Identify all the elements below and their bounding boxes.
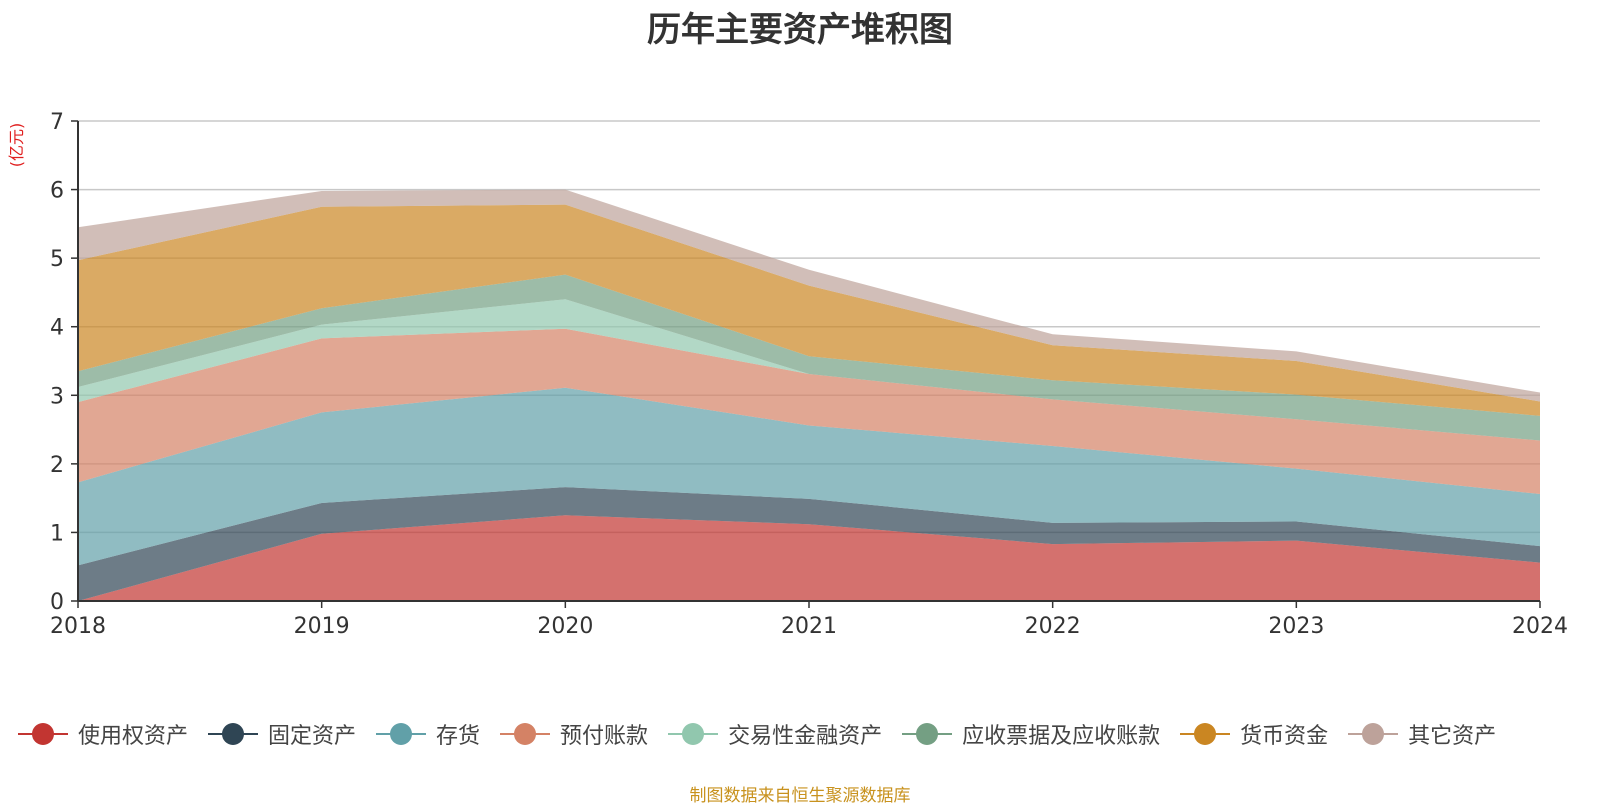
area-series	[78, 274, 1540, 441]
area-series	[78, 487, 1540, 601]
legend-label: 存货	[436, 724, 481, 749]
legend-label: 固定资产	[268, 724, 357, 749]
legend-swatch-icon	[500, 722, 551, 746]
x-tick-label: 2018	[50, 614, 106, 639]
area-series	[78, 328, 1540, 495]
x-tick-label: 2024	[1512, 614, 1568, 639]
x-tick-label: 2022	[1025, 614, 1081, 639]
legend: 使用权资产 固定资产 存货 预付账款 交易性金融资产 应收票据及应收账款 货币资金 其它资产	[18, 718, 1516, 750]
x-tick-label: 2023	[1268, 614, 1324, 639]
chart-title: 历年主要资产堆积图	[647, 10, 953, 50]
legend-label: 货币资金	[1240, 724, 1329, 749]
legend-label: 交易性金融资产	[728, 724, 883, 749]
legend-swatch-icon	[668, 722, 719, 746]
legend-swatch-icon	[376, 722, 427, 746]
area-series	[78, 189, 1540, 402]
legend-item[interactable]: 预付账款	[500, 718, 648, 750]
x-tick-label: 2021	[781, 614, 837, 639]
area-series-group	[78, 189, 1540, 601]
y-tick-label: 5	[50, 247, 64, 272]
y-tick-label: 3	[50, 384, 64, 409]
x-tick-label: 2020	[537, 614, 593, 639]
area-series	[78, 515, 1540, 601]
legend-item[interactable]: 其它资产	[1348, 718, 1496, 750]
y-tick-label: 2	[50, 453, 64, 478]
legend-swatch-icon	[1180, 722, 1231, 746]
legend-item[interactable]: 货币资金	[1180, 718, 1328, 750]
y-tick-label: 6	[50, 179, 64, 204]
legend-swatch-icon	[1348, 722, 1399, 746]
x-tick-label: 2019	[294, 614, 350, 639]
y-tick-label: 7	[50, 110, 64, 135]
axes: 0 1 2 3 4 5 6 7 2018 2019 2020 2021 2022 2023 2024	[50, 110, 1568, 639]
legend-swatch-icon	[902, 722, 953, 746]
legend-swatch-icon	[208, 722, 259, 746]
legend-label: 应收票据及应收账款	[962, 724, 1161, 749]
area-series	[78, 387, 1540, 566]
legend-swatch-icon	[18, 722, 68, 746]
legend-item[interactable]: 存货	[376, 718, 480, 750]
y-tick-label: 1	[50, 521, 64, 546]
legend-item[interactable]: 固定资产	[208, 718, 356, 750]
legend-label: 其它资产	[1408, 724, 1497, 749]
legend-label: 使用权资产	[78, 724, 189, 749]
y-tick-label: 4	[50, 316, 64, 341]
y-tick-label: 0	[50, 590, 64, 615]
legend-item[interactable]: 使用权资产	[18, 718, 188, 750]
area-series	[78, 204, 1540, 416]
source-note: 制图数据来自恒生聚源数据库	[689, 786, 911, 806]
legend-item[interactable]: 应收票据及应收账款	[902, 718, 1160, 750]
legend-item[interactable]: 交易性金融资产	[668, 718, 882, 750]
legend-label: 预付账款	[560, 724, 649, 749]
y-axis-unit-label: (亿元)	[7, 123, 26, 168]
